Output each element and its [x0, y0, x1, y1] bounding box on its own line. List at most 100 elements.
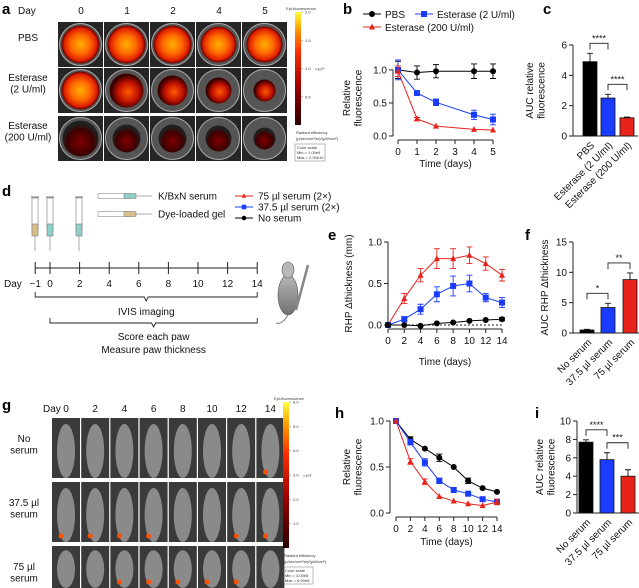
significance-bracket: [589, 42, 609, 50]
triangle-marker: [471, 125, 477, 132]
circle-marker: [482, 317, 489, 324]
x-axis-label: Time (days): [419, 357, 471, 368]
y-tick-label: 0.5: [373, 98, 387, 109]
triangle-marker: [450, 255, 457, 262]
syringe-fluid: [46, 223, 54, 237]
y-axis-label: AUC RHP Δthickness: [540, 240, 551, 336]
y-tick-label: 4: [565, 472, 571, 483]
panel-g: g Day 0 2 4 6 8 10 12 14 No serum 37.5 µl serum 75 µl s…: [2, 396, 327, 588]
triangle-marker: [499, 271, 505, 278]
square-marker: [421, 11, 427, 17]
timeline-tick-label: −1: [29, 279, 41, 290]
triangle-marker: [369, 23, 375, 30]
triangle-marker: [407, 457, 414, 464]
colorbar-tick-label: 5.0: [293, 424, 299, 429]
x-tick-label: 0: [385, 336, 391, 347]
mouse-silhouette: [232, 424, 251, 478]
mouse-image: [168, 482, 197, 542]
series-circle: [395, 60, 496, 80]
fluorescence-signal: [112, 124, 141, 153]
fluorescence-signal: [233, 579, 239, 585]
mouse-image: [227, 546, 256, 588]
mouse-image: [52, 418, 80, 478]
significance-bracket: [606, 442, 629, 449]
mouse-image: [256, 482, 285, 542]
triangle-marker: [414, 115, 420, 122]
color-scale-min: Min = 1.00e9: [297, 150, 321, 155]
well-image: [104, 68, 149, 113]
triangle-marker: [417, 271, 424, 278]
mouse-image: [198, 482, 226, 542]
well-image: [196, 68, 241, 113]
color-scale-max: Max = 6.00e8: [285, 578, 310, 583]
y-tick-label: 0.0: [370, 509, 384, 520]
square-marker: [482, 294, 489, 301]
well-image: [242, 68, 287, 113]
colorbar-tick-label: 1.0: [305, 66, 311, 71]
significance-label: ****: [592, 33, 607, 43]
imaging-bracket: [34, 292, 258, 303]
y-tick-label: 0: [561, 132, 567, 143]
significance-label: *: [596, 283, 600, 293]
mouse-image: [139, 546, 168, 588]
color-scale-min: Min = 3.00e8: [285, 573, 309, 578]
panel-d: d K/BxN serum Dye-loaded gel 75 µl serum (2…: [2, 183, 340, 356]
circle-marker: [471, 68, 477, 75]
circle-marker: [241, 215, 247, 221]
circle-marker: [499, 316, 505, 323]
mouse-image: [227, 482, 256, 542]
series-triangle: [393, 417, 500, 509]
day-label: Day: [43, 404, 61, 415]
error-bar: [625, 469, 631, 477]
circle-marker: [450, 319, 457, 326]
mouse-silhouette: [144, 550, 163, 588]
square-marker: [479, 496, 486, 503]
y-tick-label: 0.5: [368, 279, 382, 290]
fluorescence-signal: [58, 533, 64, 539]
syringe-fluid: [75, 223, 83, 237]
colorbar-tick-label: 4.0: [293, 448, 299, 453]
error-bar: [583, 439, 589, 443]
circle-marker: [369, 11, 375, 17]
x-tick-label: 2: [408, 524, 414, 535]
legend-label: PBS: [385, 10, 405, 21]
significance-label: ****: [589, 420, 604, 430]
mouse-silhouette: [57, 424, 75, 478]
syringe-legend-label: Dye-loaded gel: [158, 210, 225, 221]
error-bar: [604, 452, 610, 460]
y-axis-label: Relativefluorescence: [342, 438, 365, 495]
day-column-label: 1: [124, 6, 130, 17]
triangle-marker: [433, 122, 439, 129]
row-label: 37.5 µl serum: [9, 498, 39, 521]
circle-marker: [433, 68, 439, 75]
day-column-label: 0: [63, 404, 69, 415]
mouse-silhouette: [144, 488, 163, 542]
colorbar-tick-label: 6.0: [293, 400, 299, 405]
mouse-image: [81, 418, 110, 478]
circle-marker: [385, 322, 391, 328]
y-tick-label: 0.0: [373, 132, 387, 143]
day-label: Day: [4, 279, 22, 290]
circle-marker: [421, 445, 428, 452]
triangle-marker: [395, 67, 401, 74]
fluorescence-signal: [204, 579, 210, 585]
bar: [622, 279, 638, 334]
error-bar: [627, 272, 633, 280]
triangle-marker: [482, 260, 489, 267]
square-marker: [421, 459, 428, 466]
well-image: [104, 116, 149, 161]
syringe-icon: [97, 211, 152, 217]
panel-label-d: d: [2, 183, 11, 200]
fluorescence-signal: [109, 73, 144, 108]
color-scale-max: Max = 2.00e10: [297, 155, 324, 160]
x-tick-label: 2: [433, 147, 439, 158]
square-marker: [450, 487, 457, 493]
circle-marker: [465, 477, 472, 484]
square-marker: [466, 280, 473, 287]
fluorescence-signal: [61, 25, 100, 64]
colorbar-unit: Radiant efficiency: [296, 130, 328, 135]
well-image: [150, 22, 195, 67]
mouse-silhouette: [232, 550, 251, 588]
error-bar: [605, 302, 611, 308]
